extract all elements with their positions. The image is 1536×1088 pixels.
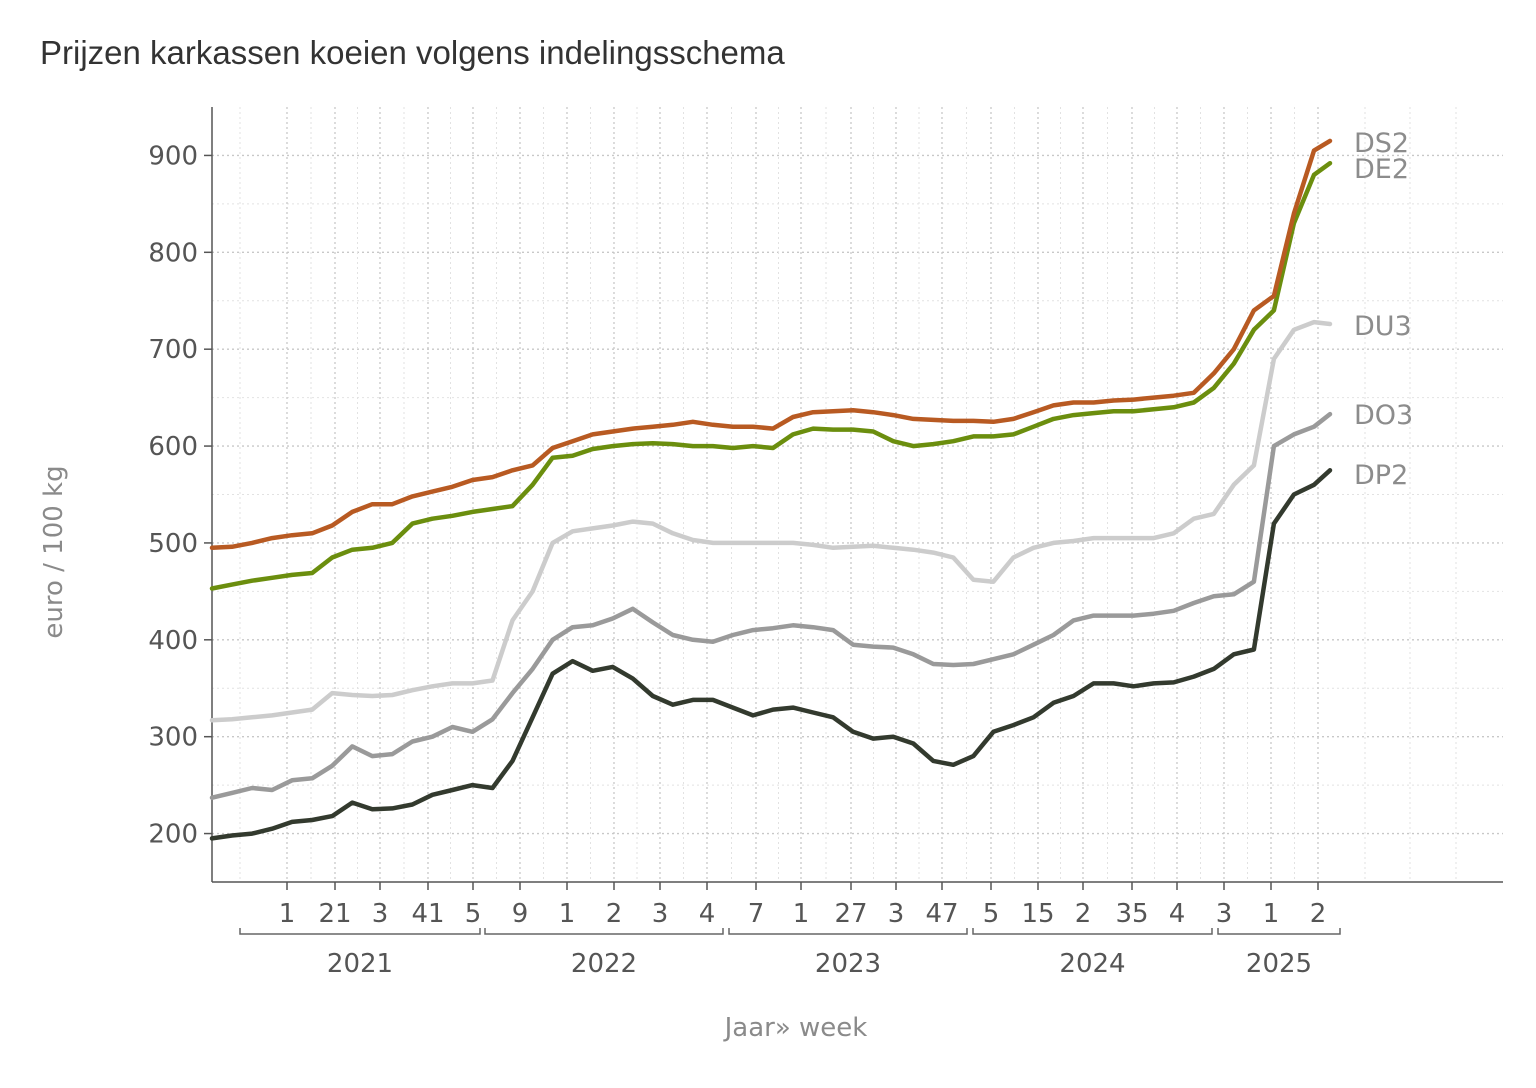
series-label-du3: DU3 (1354, 311, 1412, 342)
series-line-de2 (209, 160, 1333, 591)
chart-title: Prijzen karkassen koeien volgens indelin… (40, 34, 785, 71)
y-tick-label: 600 (148, 432, 198, 462)
x-tick-label: 3 (652, 899, 669, 929)
x-tick-label: 35 (1115, 899, 1148, 929)
x-tick-label: 41 (411, 899, 444, 929)
year-bracket (728, 928, 968, 935)
grid (212, 107, 1503, 882)
x-tick-labels: 1 21 3 41 5 9 1 2 3 4 7 1 27 3 47 5 15 2 35 4 3 1 2 (279, 882, 1327, 929)
y-axis-title: euro / 100 kg (39, 465, 69, 638)
year-label: 2022 (571, 949, 637, 979)
axes (211, 107, 1503, 883)
series-label-de2: DE2 (1354, 154, 1409, 185)
x-tick-label: 2 (1310, 899, 1327, 929)
year-bracket (239, 928, 481, 935)
x-tick-label: 3 (372, 899, 389, 929)
y-tick-label: 200 (148, 820, 198, 850)
series-lines (209, 138, 1333, 841)
year-bracket (484, 928, 724, 935)
y-tick-labels: 200 300 400 500 600 700 800 900 (148, 141, 212, 850)
x-tick-label: 7 (748, 899, 765, 929)
y-tick-label: 300 (148, 723, 198, 753)
x-tick-label: 2 (606, 899, 623, 929)
x-axis-title: Jaar» week (723, 1013, 868, 1043)
x-tick-label: 4 (1169, 899, 1186, 929)
y-tick-label: 900 (148, 141, 198, 171)
series-line-do3 (209, 411, 1333, 800)
series-line-ds2 (209, 138, 1333, 551)
series-line-du3 (209, 319, 1333, 723)
series-label-do3: DO3 (1354, 400, 1413, 431)
year-label: 2021 (327, 949, 393, 979)
year-label: 2024 (1059, 949, 1125, 979)
x-tick-label: 1 (279, 899, 296, 929)
x-tick-label: 15 (1021, 899, 1054, 929)
year-label: 2023 (815, 949, 881, 979)
x-tick-label: 3 (888, 899, 905, 929)
year-bracket (972, 928, 1213, 935)
x-tick-label: 2 (1075, 899, 1092, 929)
y-tick-label: 800 (148, 238, 198, 268)
year-labels: 2021 2022 2023 2024 2025 (239, 928, 1341, 979)
series-label-dp2: DP2 (1354, 460, 1408, 491)
x-tick-label: 5 (465, 899, 482, 929)
x-tick-label: 4 (699, 899, 716, 929)
x-tick-label: 5 (983, 899, 1000, 929)
y-tick-label: 500 (148, 529, 198, 559)
series-label-ds2: DS2 (1354, 128, 1409, 159)
x-tick-label: 1 (559, 899, 576, 929)
x-tick-label: 1 (1263, 899, 1280, 929)
x-tick-label: 9 (512, 899, 529, 929)
series-line-dp2 (209, 468, 1333, 841)
y-tick-label: 400 (148, 626, 198, 656)
x-tick-label: 1 (793, 899, 810, 929)
year-bracket (1217, 928, 1341, 935)
y-tick-label: 700 (148, 335, 198, 365)
x-tick-label: 21 (318, 899, 351, 929)
year-label: 2025 (1246, 949, 1312, 979)
x-tick-label: 47 (925, 899, 958, 929)
x-tick-label: 3 (1216, 899, 1233, 929)
x-tick-label: 27 (834, 899, 867, 929)
